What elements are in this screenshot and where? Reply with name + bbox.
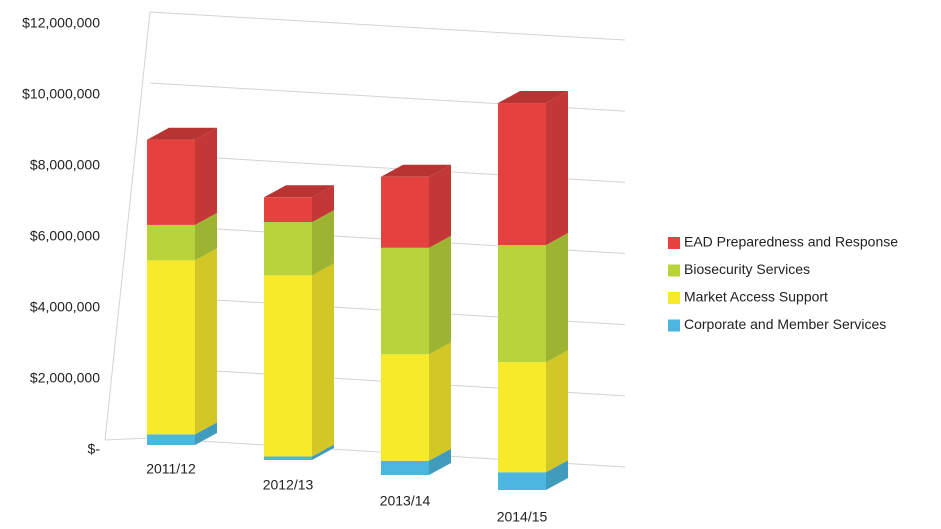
x-tick-label: 2012/13 [263, 477, 314, 493]
bar-side [546, 91, 568, 246]
y-tick-label: $4,000,000 [30, 299, 100, 315]
bar-side [195, 127, 217, 225]
bar-side [312, 185, 334, 223]
legend-label: Biosecurity Services [684, 261, 810, 277]
bar-side [546, 460, 568, 490]
legend-label: Corporate and Member Services [684, 316, 886, 332]
bar-side [429, 448, 451, 475]
bar [147, 139, 195, 225]
bar [264, 456, 312, 460]
legend-swatch [668, 264, 680, 277]
bar-side [312, 444, 334, 460]
bar-top [381, 164, 451, 177]
y-tick-label: $- [88, 441, 101, 457]
bar [147, 260, 195, 435]
y-tick-label: $6,000,000 [30, 228, 100, 244]
bar [264, 275, 312, 457]
legend-swatch [668, 237, 680, 249]
wall-edge [104, 11, 151, 441]
bar-top [498, 91, 568, 104]
x-tick-label: 2013/14 [380, 493, 431, 509]
bar [498, 245, 546, 363]
bar-side [195, 212, 217, 261]
bar [147, 224, 195, 261]
floor-edge [104, 437, 151, 441]
bar-side [546, 233, 568, 363]
y-tick-label: $10,000,000 [22, 86, 100, 102]
bar [498, 472, 546, 490]
grid-line [149, 11, 626, 41]
bar [264, 222, 312, 276]
bar-side [195, 248, 217, 435]
legend-label: EAD Preparedness and Response [684, 234, 898, 250]
y-tick-label: $2,000,000 [30, 370, 100, 386]
bar-side [546, 350, 568, 473]
y-tick-label: $12,000,000 [22, 15, 100, 31]
bar-side [429, 342, 451, 461]
bar-side [312, 210, 334, 276]
bar-side [312, 263, 334, 457]
bar [381, 460, 429, 475]
bar-side [429, 164, 451, 248]
bar [498, 103, 546, 246]
bar [381, 247, 429, 355]
legend-label: Market Access Support [684, 289, 828, 305]
bar [264, 197, 312, 223]
legend-swatch [668, 292, 680, 304]
bar [498, 362, 546, 473]
bar-side [429, 235, 451, 355]
bar [381, 176, 429, 248]
legend-swatch [668, 319, 680, 332]
bar [381, 354, 429, 461]
bar-top [147, 127, 217, 140]
y-tick-label: $8,000,000 [30, 157, 100, 173]
x-tick-label: 2011/12 [146, 461, 196, 477]
bar-top [264, 185, 334, 198]
bar [147, 434, 195, 445]
bar-side [195, 422, 217, 445]
x-tick-label: 2014/15 [497, 509, 548, 525]
